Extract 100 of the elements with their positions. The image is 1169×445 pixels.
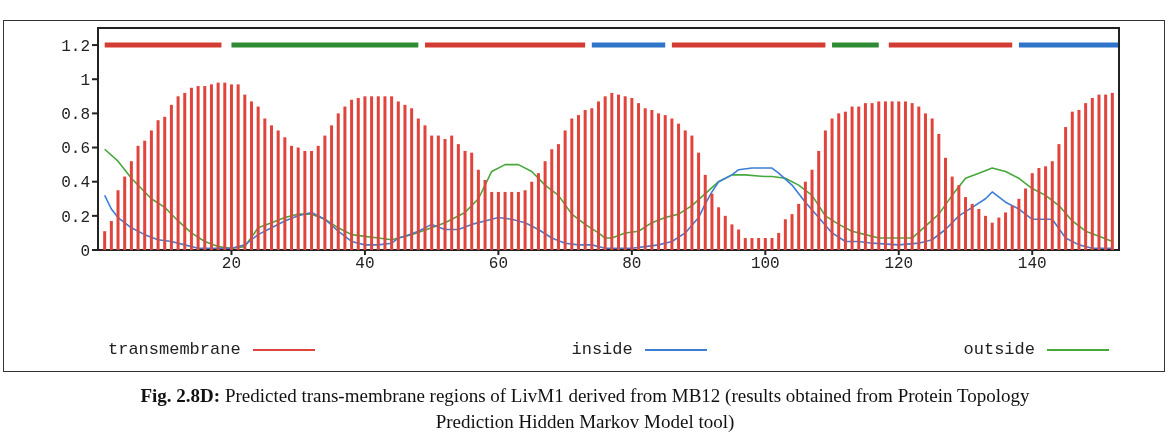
- bar: [1084, 103, 1088, 250]
- bar: [536, 173, 540, 250]
- bar: [757, 238, 761, 250]
- bar: [957, 185, 961, 250]
- bar: [890, 101, 894, 250]
- bar: [870, 103, 874, 250]
- bar: [630, 98, 634, 250]
- bar: [1010, 205, 1014, 250]
- bar: [777, 232, 781, 250]
- bar: [116, 190, 120, 250]
- bar: [256, 106, 260, 250]
- bar: [550, 149, 554, 250]
- bar: [657, 113, 661, 250]
- bar: [143, 140, 147, 250]
- bar: [937, 133, 941, 250]
- bar: [436, 135, 440, 250]
- bar: [496, 191, 500, 250]
- bar: [350, 99, 354, 250]
- bar: [910, 103, 914, 250]
- x-tick-label: 20: [221, 255, 242, 274]
- bar: [737, 229, 741, 250]
- bar: [1024, 188, 1028, 250]
- bar: [1070, 111, 1074, 250]
- bar: [823, 130, 827, 250]
- bar: [303, 150, 307, 250]
- bar: [156, 120, 160, 250]
- bar: [503, 191, 507, 250]
- bar: [1004, 212, 1008, 250]
- bar: [603, 96, 607, 250]
- bar: [430, 135, 434, 250]
- bar: [470, 152, 474, 250]
- bar: [1044, 166, 1048, 250]
- bar: [623, 96, 627, 250]
- bar: [763, 238, 767, 250]
- bar: [316, 145, 320, 250]
- bar: [650, 109, 654, 250]
- bar: [223, 82, 227, 250]
- bar: [363, 96, 367, 250]
- bar: [1077, 109, 1081, 250]
- legend-label: inside: [571, 340, 633, 359]
- bar: [863, 103, 867, 250]
- bar: [797, 203, 801, 250]
- bar: [216, 82, 220, 250]
- bar: [323, 135, 327, 250]
- bar: [944, 157, 947, 250]
- bar: [857, 106, 861, 250]
- y-tick-label: 0.6: [61, 140, 90, 159]
- bar: [129, 161, 133, 250]
- bar: [883, 101, 887, 250]
- bar: [1050, 161, 1054, 250]
- bar: [530, 181, 534, 250]
- bar: [997, 217, 1001, 250]
- bar: [1017, 198, 1021, 250]
- bar: [837, 113, 841, 250]
- bar: [590, 108, 594, 250]
- bar: [176, 96, 180, 250]
- bar: [730, 224, 734, 250]
- bar: [423, 125, 427, 250]
- bar: [596, 101, 600, 250]
- line-series: [103, 167, 1114, 250]
- bar: [1097, 94, 1101, 250]
- bar: [236, 84, 240, 250]
- bar: [710, 193, 714, 250]
- y-tick-label: 1: [80, 71, 90, 90]
- bar: [229, 84, 233, 250]
- bar: [984, 215, 988, 250]
- bar: [136, 145, 140, 250]
- bar: [703, 174, 707, 250]
- y-tick-label: 1.2: [61, 37, 90, 56]
- bar: [723, 215, 727, 250]
- x-tick-label: 140: [1017, 255, 1047, 274]
- x-tick-label: 80: [622, 255, 642, 274]
- bar: [1090, 98, 1094, 250]
- bar: [770, 238, 774, 250]
- bar: [897, 101, 901, 250]
- bar: [977, 209, 981, 250]
- bar: [109, 220, 113, 250]
- bar: [416, 118, 420, 250]
- bar: [617, 94, 621, 250]
- bar: [483, 179, 487, 250]
- bar: [1110, 92, 1114, 250]
- bar: [443, 139, 447, 250]
- bar: [370, 96, 374, 250]
- bar: [169, 104, 173, 250]
- bar: [336, 113, 340, 250]
- legend-label: transmembrane: [108, 340, 241, 359]
- bar: [189, 87, 193, 250]
- bar: [343, 106, 347, 250]
- bar: [450, 135, 454, 250]
- bar: [283, 137, 287, 250]
- bar: [196, 86, 200, 250]
- x-tick-label: 100: [750, 255, 780, 274]
- bar: [390, 96, 394, 250]
- bar: [383, 96, 387, 250]
- bar: [670, 118, 674, 250]
- y-tick-label: 0.8: [61, 106, 90, 125]
- bar: [690, 135, 694, 250]
- y-tick-label: 0: [80, 242, 90, 261]
- bar: [750, 238, 754, 250]
- bar: [1037, 168, 1041, 250]
